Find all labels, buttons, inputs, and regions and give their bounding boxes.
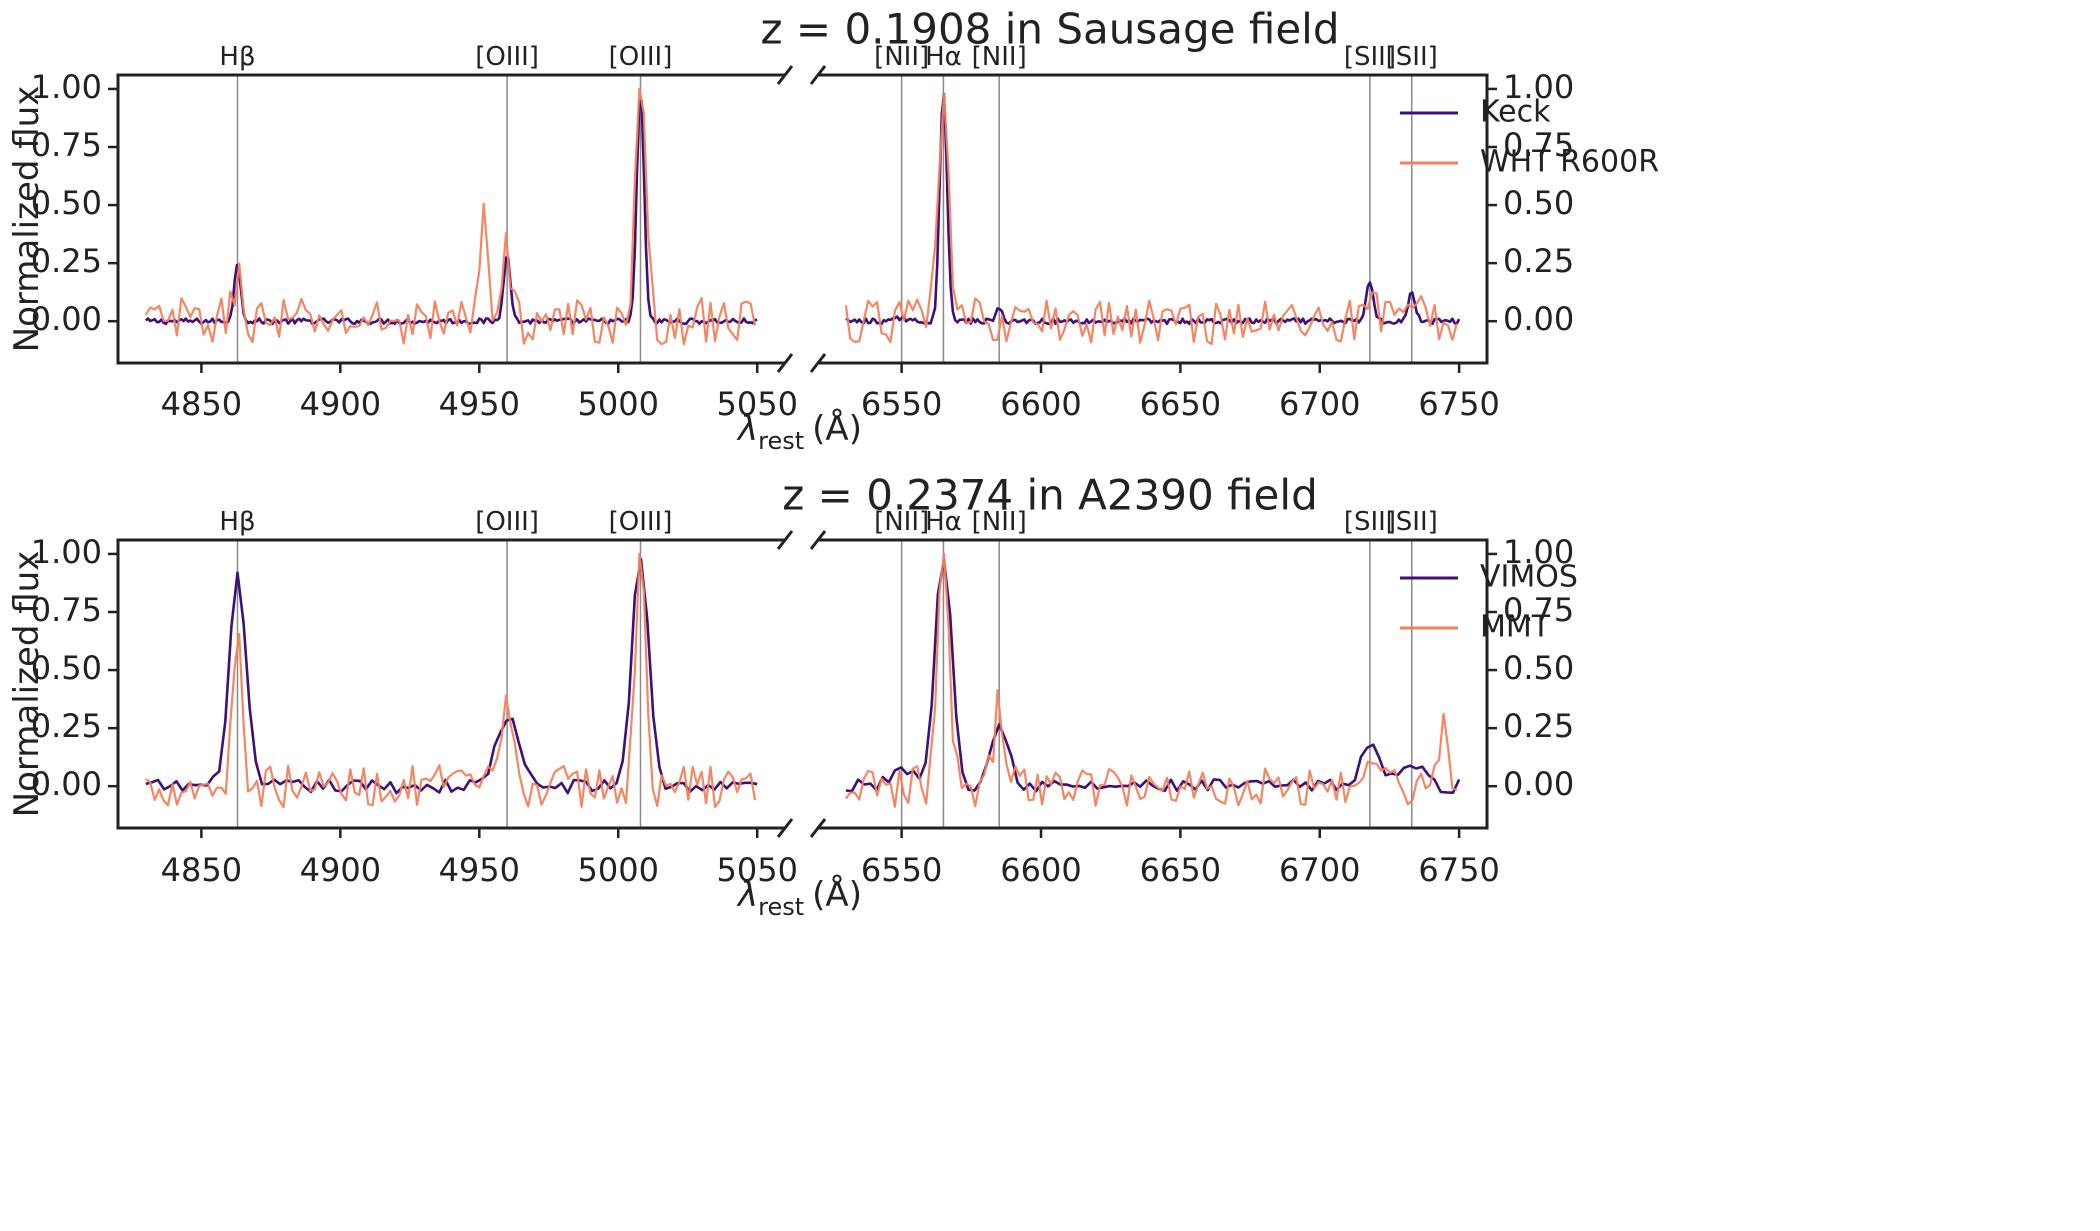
y-tick-label-right: 1.00	[1503, 68, 1574, 106]
spectrum-vimos-left	[145, 557, 758, 795]
x-tick-label: 6550	[861, 851, 942, 889]
spectrum-wht-r600r-right	[844, 93, 1458, 346]
axis-break-mark	[776, 65, 794, 85]
x-tick-label: 4950	[439, 385, 520, 423]
legend-entry: VIMOS	[1480, 560, 1578, 595]
spectrum-wht-r600r-left	[144, 87, 757, 346]
axis-break-mark	[776, 353, 794, 373]
emission-line-label: [NII]	[972, 42, 1027, 72]
emission-line-label: [OIII]	[609, 507, 673, 537]
axis-break-mark	[776, 530, 794, 550]
spectrum-mmt-left	[145, 552, 757, 809]
x-tick-label: 5000	[578, 851, 659, 889]
x-tick-label: 5050	[716, 851, 797, 889]
x-axis-label: λrest (Å)	[736, 408, 862, 455]
y-tick-label-right: 0.75	[1503, 591, 1574, 629]
y-axis-label: Normalized flux	[7, 551, 47, 818]
y-tick-label-right: 0.75	[1503, 126, 1574, 164]
x-tick-label: 6600	[1000, 851, 1081, 889]
emission-line-label: Hβ	[219, 507, 255, 537]
axis-break-mark	[776, 818, 794, 838]
chart-panel-2: z = 0.2374 in A2390 field Normalized flux…	[7, 471, 1578, 922]
axis-break-mark	[809, 353, 827, 373]
x-axis-label-unit: (Å)	[812, 874, 862, 915]
y-tick-label-left: 0.50	[31, 184, 102, 222]
x-tick-label: 5050	[716, 385, 797, 423]
y-tick-label-right: 0.00	[1503, 300, 1574, 338]
x-tick-label: 6750	[1418, 385, 1499, 423]
y-tick-label-left: 0.50	[31, 649, 102, 687]
x-axis-label-subscript: rest	[758, 427, 804, 455]
y-tick-label-left: 0.75	[31, 591, 102, 629]
y-tick-label-left: 0.75	[31, 126, 102, 164]
y-tick-label-left: 1.00	[31, 533, 102, 571]
axis-break-mark	[809, 818, 827, 838]
legend-entry: MMT	[1480, 610, 1551, 645]
x-tick-label: 4900	[300, 385, 381, 423]
emission-line-label: [SII]	[1386, 42, 1438, 72]
emission-line-label: Hβ	[219, 42, 255, 72]
axis-break-mark	[809, 530, 827, 550]
x-axis-label-symbol: λ	[736, 409, 758, 449]
x-tick-label: 6700	[1279, 851, 1360, 889]
y-axis-label: Normalized flux	[7, 86, 47, 353]
y-tick-label-left: 0.25	[31, 242, 102, 280]
legend-entry: WHT R600R	[1480, 145, 1659, 180]
x-tick-label: 4850	[161, 385, 242, 423]
x-axis-label-symbol: λ	[736, 875, 758, 915]
y-tick-label-right: 0.25	[1503, 707, 1574, 745]
spectrum-mmt-right	[845, 552, 1458, 808]
x-axis-label: λrest (Å)	[736, 874, 862, 921]
x-tick-label: 6550	[861, 385, 942, 423]
emission-line-label: [NII]	[972, 507, 1027, 537]
x-tick-label: 6650	[1140, 851, 1221, 889]
chart-title: z = 0.1908 in Sausage field	[761, 5, 1340, 54]
x-tick-label: 6600	[1000, 385, 1081, 423]
emission-line-label: [SII]	[1344, 42, 1396, 72]
x-tick-label: 6650	[1140, 385, 1221, 423]
emission-line-label: [NII]	[874, 42, 929, 72]
chart-panel-1: z = 0.1908 in Sausage field Normalized fl…	[7, 5, 1659, 456]
axes-frame-right	[818, 73, 1489, 365]
axes-frame-right	[818, 538, 1489, 830]
y-tick-label-right: 1.00	[1503, 533, 1574, 571]
y-tick-label-right: 0.50	[1503, 649, 1574, 687]
x-tick-label: 5000	[578, 385, 659, 423]
y-tick-label-right: 0.00	[1503, 765, 1574, 803]
y-tick-label-left: 0.25	[31, 707, 102, 745]
emission-line-label: Hα	[925, 42, 962, 72]
axis-break-mark	[809, 65, 827, 85]
x-tick-label: 4900	[300, 851, 381, 889]
y-tick-label-left: 0.00	[31, 765, 102, 803]
emission-line-label: [OIII]	[475, 507, 539, 537]
x-tick-label: 4850	[161, 851, 242, 889]
emission-line-label: [OIII]	[609, 42, 673, 72]
emission-line-label: [NII]	[874, 507, 929, 537]
emission-line-label: [SII]	[1386, 507, 1438, 537]
spectrum-vimos-right	[845, 558, 1461, 794]
y-tick-label-right: 0.25	[1503, 242, 1574, 280]
axes-frame-left	[116, 538, 785, 830]
chart-title: z = 0.2374 in A2390 field	[782, 471, 1317, 520]
emission-line-label: Hα	[925, 507, 962, 537]
x-axis-label-subscript: rest	[758, 893, 804, 921]
emission-line-label: [OIII]	[475, 42, 539, 72]
axes-frame-left	[116, 73, 785, 365]
y-tick-label-right: 0.50	[1503, 184, 1574, 222]
x-tick-label: 4950	[439, 851, 520, 889]
y-tick-label-left: 1.00	[31, 68, 102, 106]
y-tick-label-left: 0.00	[31, 300, 102, 338]
x-axis-label-unit: (Å)	[812, 408, 862, 449]
emission-line-label: [SII]	[1344, 507, 1396, 537]
x-tick-label: 6700	[1279, 385, 1360, 423]
x-tick-label: 6750	[1418, 851, 1499, 889]
legend-entry: Keck	[1480, 95, 1551, 130]
